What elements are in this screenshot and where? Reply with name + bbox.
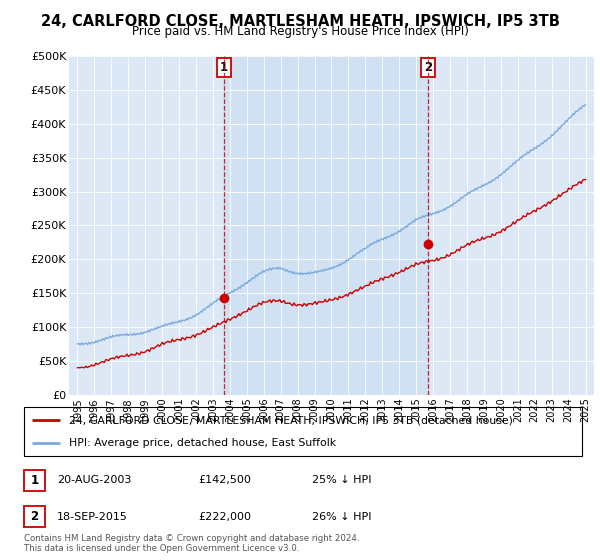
Text: Price paid vs. HM Land Registry's House Price Index (HPI): Price paid vs. HM Land Registry's House … <box>131 25 469 38</box>
Text: 20-AUG-2003: 20-AUG-2003 <box>57 475 131 485</box>
Text: 25% ↓ HPI: 25% ↓ HPI <box>312 475 371 485</box>
Text: 1: 1 <box>220 61 228 74</box>
Text: £142,500: £142,500 <box>198 475 251 485</box>
Text: 18-SEP-2015: 18-SEP-2015 <box>57 512 128 521</box>
Text: 26% ↓ HPI: 26% ↓ HPI <box>312 512 371 521</box>
Text: HPI: Average price, detached house, East Suffolk: HPI: Average price, detached house, East… <box>68 438 336 448</box>
Text: Contains HM Land Registry data © Crown copyright and database right 2024.
This d: Contains HM Land Registry data © Crown c… <box>24 534 359 553</box>
Text: 1: 1 <box>31 474 38 487</box>
Text: £222,000: £222,000 <box>198 512 251 521</box>
Text: 2: 2 <box>424 61 433 74</box>
Text: 24, CARLFORD CLOSE, MARTLESHAM HEATH, IPSWICH, IP5 3TB (detached house): 24, CARLFORD CLOSE, MARTLESHAM HEATH, IP… <box>68 416 512 426</box>
Bar <box>224 56 428 395</box>
Text: 24, CARLFORD CLOSE, MARTLESHAM HEATH, IPSWICH, IP5 3TB: 24, CARLFORD CLOSE, MARTLESHAM HEATH, IP… <box>41 14 559 29</box>
Text: 2: 2 <box>31 510 38 523</box>
